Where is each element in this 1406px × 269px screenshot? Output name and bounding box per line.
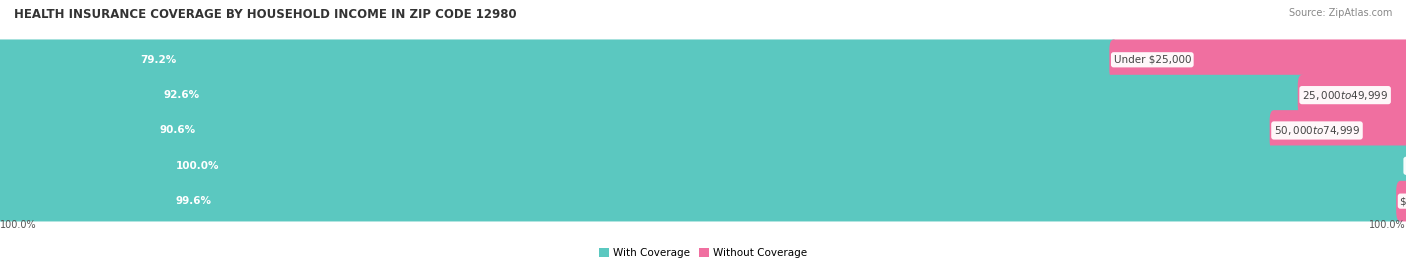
FancyBboxPatch shape <box>1270 110 1406 151</box>
Text: Under $25,000: Under $25,000 <box>1114 55 1191 65</box>
Text: $100,000 and over: $100,000 and over <box>1400 196 1406 206</box>
Text: Source: ZipAtlas.com: Source: ZipAtlas.com <box>1288 8 1392 18</box>
Text: 79.2%: 79.2% <box>141 55 177 65</box>
Legend: With Coverage, Without Coverage: With Coverage, Without Coverage <box>595 244 811 262</box>
Text: 92.6%: 92.6% <box>163 90 200 100</box>
Text: 100.0%: 100.0% <box>0 220 37 230</box>
Bar <box>0 113 1406 148</box>
Text: 90.6%: 90.6% <box>160 125 195 136</box>
Text: HEALTH INSURANCE COVERAGE BY HOUSEHOLD INCOME IN ZIP CODE 12980: HEALTH INSURANCE COVERAGE BY HOUSEHOLD I… <box>14 8 516 21</box>
Text: 100.0%: 100.0% <box>1369 220 1406 230</box>
Bar <box>0 183 1406 219</box>
Text: 100.0%: 100.0% <box>176 161 219 171</box>
FancyBboxPatch shape <box>0 110 1278 151</box>
Bar <box>0 42 1406 77</box>
Text: $25,000 to $49,999: $25,000 to $49,999 <box>1302 89 1388 102</box>
FancyBboxPatch shape <box>1109 40 1406 80</box>
FancyBboxPatch shape <box>0 146 1406 186</box>
FancyBboxPatch shape <box>0 75 1306 115</box>
Bar <box>0 77 1406 113</box>
FancyBboxPatch shape <box>1396 181 1406 221</box>
FancyBboxPatch shape <box>0 181 1405 221</box>
Text: $50,000 to $74,999: $50,000 to $74,999 <box>1274 124 1360 137</box>
Text: 99.6%: 99.6% <box>176 196 211 206</box>
FancyBboxPatch shape <box>1298 75 1406 115</box>
FancyBboxPatch shape <box>0 40 1118 80</box>
Bar <box>0 148 1406 183</box>
